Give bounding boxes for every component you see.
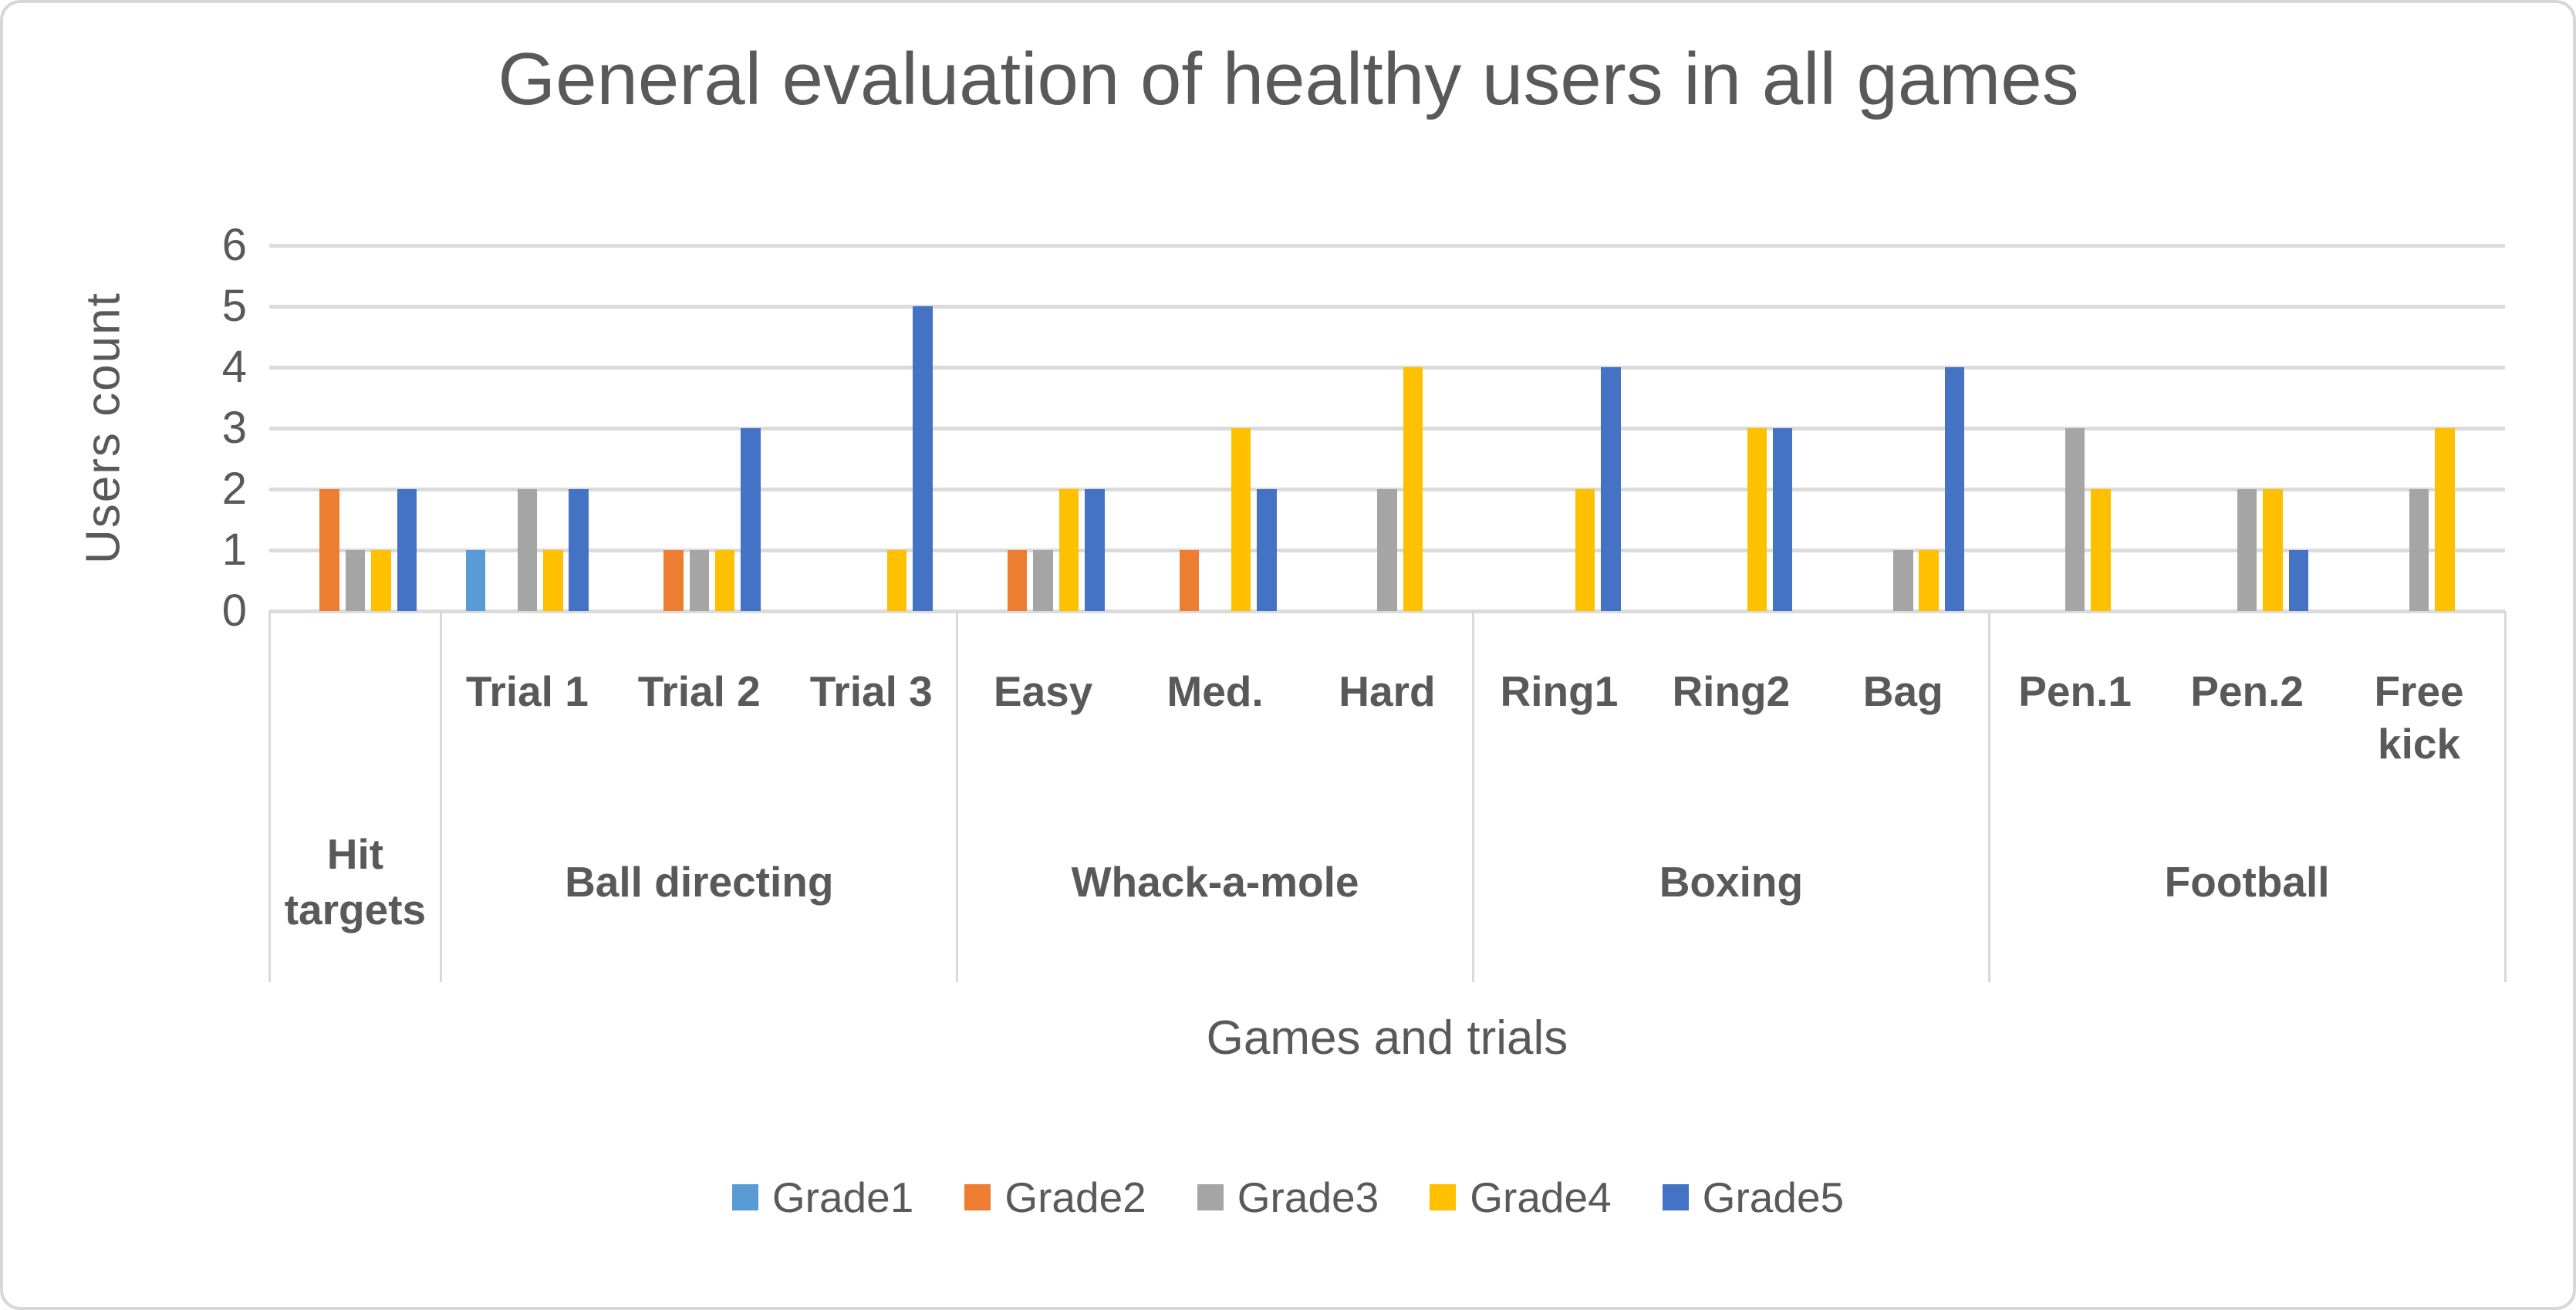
bar-grade5-trial-2 (741, 428, 761, 611)
group-divider-4 (1987, 611, 1990, 982)
legend-label-grade2: Grade2 (1004, 1173, 1146, 1221)
y-tick-label-6: 6 (221, 220, 247, 270)
bar-grade5-pen-2 (2288, 550, 2309, 611)
bar-grade5-trial-3 (913, 306, 933, 611)
y-tick-label-1: 1 (221, 525, 247, 575)
bar-grade2-trial-2 (663, 550, 684, 611)
y-tick-label-4: 4 (221, 342, 247, 392)
bar-grade3-trial-2 (689, 550, 710, 611)
legend-item-grade1: Grade1 (731, 1173, 914, 1221)
y-tick-label-0: 0 (221, 586, 247, 636)
bar-grade3-bag (1893, 550, 1913, 611)
group-divider-1 (440, 611, 443, 982)
grid-line-3 (269, 426, 2505, 430)
group-divider-2 (956, 611, 959, 982)
bar-grade5-med- (1257, 489, 1277, 611)
trial-label-bag: Bag (1862, 667, 1943, 715)
legend-label-grade1: Grade1 (771, 1173, 914, 1221)
bar-grade3-free-kick (2409, 489, 2429, 611)
bar-grade3-hard (1377, 489, 1397, 611)
game-label-football: Football (2164, 858, 2330, 906)
plot-area (269, 243, 2505, 613)
y-tick-label-5: 5 (221, 281, 247, 331)
trial-label-trial-2: Trial 2 (637, 667, 761, 715)
legend-swatch-grade3 (1197, 1184, 1224, 1210)
bar-grade4-trial-2 (714, 550, 735, 611)
game-label-ball-directing: Ball directing (565, 858, 834, 906)
bar-grade4-easy (1058, 489, 1079, 611)
bar-grade4-bag (1919, 550, 1939, 611)
x-axis-title: Games and trials (1206, 1011, 1568, 1065)
bar-grade4-ring2 (1747, 428, 1767, 611)
bar-grade5-ring2 (1772, 428, 1793, 611)
trial-label-ring2: Ring2 (1672, 667, 1791, 715)
game-label-hit-targets: Hit targets (284, 830, 427, 934)
chart-title: General evaluation of healthy users in a… (498, 38, 2079, 120)
bar-grade2-easy (1007, 550, 1028, 611)
group-divider-3 (1472, 611, 1474, 982)
bar-grade4-trial-3 (886, 550, 907, 611)
legend-item-grade5: Grade5 (1662, 1173, 1845, 1221)
group-divider-0 (268, 611, 271, 982)
legend-swatch-grade5 (1662, 1184, 1689, 1210)
bar-grade4-trial-1 (543, 550, 563, 611)
bar-grade3-pen-2 (2237, 489, 2257, 611)
bar-grade4-ring1 (1575, 489, 1595, 611)
bar-grade5-trial-1 (569, 489, 589, 611)
legend-swatch-grade2 (964, 1184, 991, 1210)
grid-line-6 (269, 243, 2505, 248)
grid-line-4 (269, 365, 2505, 370)
game-label-whack-a-mole: Whack-a-mole (1071, 858, 1359, 906)
bar-grade4-med- (1231, 428, 1251, 611)
trial-label-trial-3: Trial 3 (809, 667, 933, 715)
bar-grade4-free-kick (2435, 428, 2455, 611)
legend: Grade1 Grade2 Grade3 Grade4 Grade5 (0, 1174, 2576, 1221)
group-divider-5 (2503, 611, 2507, 982)
legend-item-grade3: Grade3 (1197, 1174, 1379, 1221)
trial-label-free-kick: Free kick (2374, 667, 2464, 768)
bar-grade3-pen-1 (2065, 428, 2085, 611)
bar-grade4-hit-targets (371, 550, 391, 611)
trial-label-pen-1: Pen.1 (2018, 667, 2132, 715)
legend-swatch-grade4 (1430, 1184, 1457, 1210)
bar-grade3-easy (1033, 550, 1053, 611)
bar-grade1-trial-1 (465, 550, 486, 611)
bar-grade5-easy (1085, 489, 1105, 611)
trial-label-ring1: Ring1 (1500, 667, 1619, 715)
grid-line-0 (269, 609, 2505, 613)
bar-grade5-hit-targets (397, 489, 417, 611)
bar-grade2-hit-targets (319, 489, 339, 611)
trial-label-trial-1: Trial 1 (465, 667, 589, 715)
legend-swatch-grade1 (731, 1184, 758, 1210)
grid-line-5 (269, 304, 2505, 309)
trial-label-med-: Med. (1166, 667, 1264, 715)
bar-grade5-bag (1944, 367, 1965, 611)
trial-label-pen-2: Pen.2 (2190, 667, 2304, 715)
y-tick-label-2: 2 (221, 464, 247, 514)
bar-grade4-pen-1 (2091, 489, 2111, 611)
legend-label-grade3: Grade3 (1237, 1173, 1379, 1221)
bar-grade4-pen-2 (2263, 489, 2283, 611)
legend-label-grade4: Grade4 (1470, 1173, 1612, 1221)
category-axis-table: Hit targets Trial 1 Trial 2 Trial 3 Ball dir… (268, 611, 2507, 982)
bar-grade5-ring1 (1601, 367, 1621, 611)
bar-grade3-hit-targets (345, 550, 366, 611)
legend-item-grade2: Grade2 (964, 1174, 1146, 1221)
legend-item-grade4: Grade4 (1430, 1173, 1612, 1221)
game-label-boxing: Boxing (1659, 858, 1804, 906)
bar-grade4-hard (1403, 367, 1423, 611)
bar-grade2-med- (1179, 550, 1200, 611)
y-tick-label-3: 3 (221, 403, 247, 453)
trial-label-easy: Easy (993, 667, 1093, 715)
legend-label-grade5: Grade5 (1702, 1173, 1845, 1221)
trial-label-hard: Hard (1339, 667, 1436, 715)
bar-grade3-trial-1 (517, 489, 538, 611)
